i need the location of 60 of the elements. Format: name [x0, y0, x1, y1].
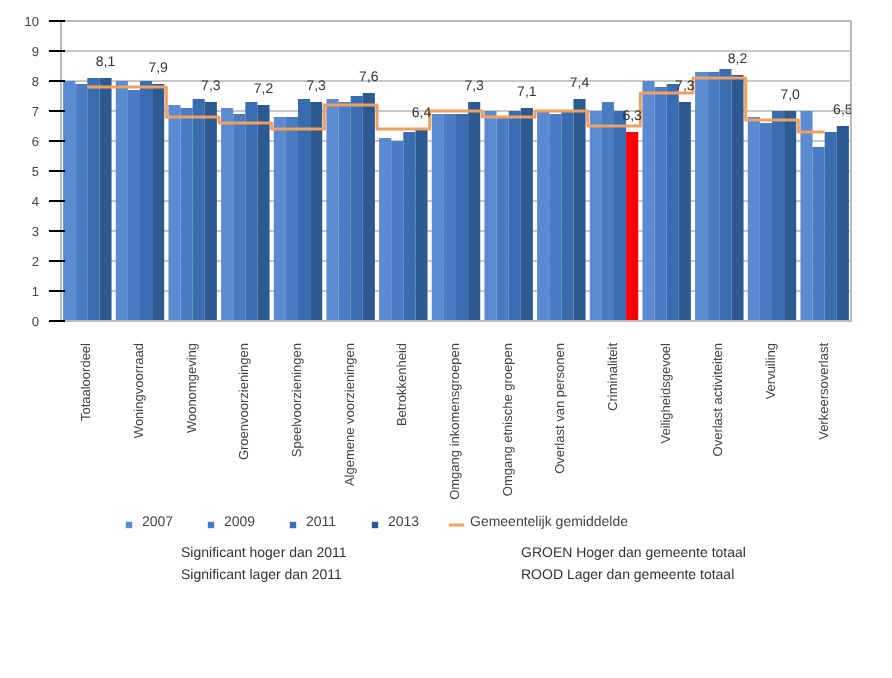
bar: [747, 117, 760, 321]
bar: [707, 72, 720, 321]
bar: [468, 102, 481, 321]
bar: [391, 141, 404, 321]
bar: [338, 102, 351, 321]
bar: [537, 111, 550, 321]
bar: [245, 102, 258, 321]
bar: [115, 81, 128, 321]
bar: [99, 78, 112, 321]
bar: [233, 114, 246, 321]
bar: [508, 111, 521, 321]
bar: [168, 105, 181, 321]
bar: [695, 72, 708, 321]
bar: [626, 132, 639, 321]
bar: [298, 99, 311, 321]
bar: [456, 114, 469, 321]
bar: [63, 81, 76, 321]
bar: [800, 111, 813, 321]
bar: [601, 102, 614, 321]
bar: [443, 114, 456, 321]
bar: [415, 129, 428, 321]
bar: [326, 99, 339, 321]
bar: [152, 84, 165, 321]
bar: [221, 108, 234, 321]
bar: [362, 93, 375, 321]
bar: [561, 111, 574, 321]
bar: [772, 111, 785, 321]
bar: [310, 102, 323, 321]
bar: [75, 84, 88, 321]
bar: [812, 147, 825, 321]
bar: [824, 132, 837, 321]
bar: [654, 87, 667, 321]
bar: [719, 69, 732, 321]
bar: [666, 84, 679, 321]
bar: [431, 114, 444, 321]
bar: [180, 108, 193, 321]
bar: [87, 78, 100, 321]
bar: [350, 96, 363, 321]
bar: [273, 117, 286, 321]
bar: [759, 123, 772, 321]
bar: [403, 132, 416, 321]
bar: [379, 138, 392, 321]
bar: [549, 114, 562, 321]
bar: [257, 105, 270, 321]
bar: [836, 126, 849, 321]
bar: [589, 111, 602, 321]
bar: [204, 102, 217, 321]
bar: [573, 99, 586, 321]
bar: [127, 90, 140, 321]
bar: [731, 75, 744, 321]
bar: [484, 111, 497, 321]
bar: [192, 99, 205, 321]
bar: [520, 108, 533, 321]
bar: [614, 111, 627, 321]
bar: [642, 81, 655, 321]
bar: [678, 102, 691, 321]
bar: [784, 111, 797, 321]
bar: [140, 81, 153, 321]
bar: [285, 117, 298, 321]
bar: [496, 117, 509, 321]
